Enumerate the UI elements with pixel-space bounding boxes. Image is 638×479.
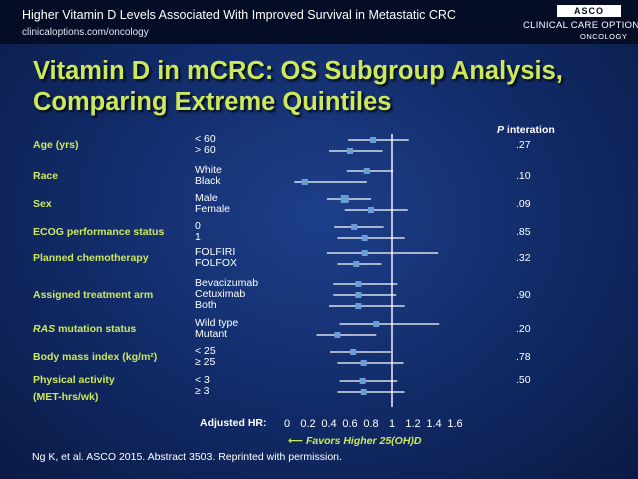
p-interaction-header: P interation xyxy=(497,124,555,136)
p-header-italic: P xyxy=(497,124,505,136)
x-tick-label: 1.4 xyxy=(426,418,441,430)
p-interaction-value: .10 xyxy=(516,170,531,182)
subgroup-label-line1: Physical activity xyxy=(33,374,115,386)
cco-logo-text: CLINICAL CARE OPTIONS xyxy=(523,20,638,31)
hr-marker xyxy=(361,235,368,241)
subgroup-label: Assigned treatment arm xyxy=(33,288,154,301)
subgroup-level-label: < 60 xyxy=(195,133,216,145)
p-interaction-value: .85 xyxy=(516,226,531,238)
hr-marker xyxy=(360,389,367,395)
hr-marker xyxy=(301,179,308,185)
p-interaction-value: .20 xyxy=(516,323,531,335)
slide-title: Vitamin D in mCRC: OS Subgroup Analysis,… xyxy=(33,57,563,116)
p-interaction-value: .27 xyxy=(516,139,531,151)
subgroup-level-label: ≥ 25 xyxy=(195,356,216,368)
subgroup-level-label: > 60 xyxy=(195,144,216,156)
hr-marker xyxy=(363,168,370,174)
p-interaction-value: .32 xyxy=(516,252,531,264)
header-url[interactable]: clinicaloptions.com/oncology xyxy=(22,27,149,38)
hr-marker xyxy=(353,261,360,267)
subgroup-label-line2: (MET-hrs/wk) xyxy=(33,391,99,403)
hr-marker xyxy=(347,148,353,154)
subgroup-level-label: Mutant xyxy=(195,328,228,340)
x-tick-label: 1.6 xyxy=(447,418,462,430)
subgroup-label-italic: RAS xyxy=(33,323,56,335)
subgroup-level-label: ≥ 3 xyxy=(195,385,210,397)
subgroup-level-label: Both xyxy=(195,299,217,311)
subgroup-level-label: 0 xyxy=(195,220,201,232)
favors-arrow-icon: ⟵ xyxy=(288,435,304,447)
subgroup-level-label: Bevacizumab xyxy=(195,277,259,289)
hr-marker xyxy=(351,224,358,230)
reference-citation: Ng K, et al. ASCO 2015. Abstract 3503. R… xyxy=(32,451,342,463)
subgroup-label: ECOG performance status xyxy=(33,226,165,238)
subgroup-level-label: Male xyxy=(195,192,218,204)
hr-marker xyxy=(355,303,362,309)
hr-marker xyxy=(373,321,380,327)
x-tick-label: 0.2 xyxy=(300,418,315,430)
hr-marker xyxy=(361,250,368,256)
x-tick-label: 0 xyxy=(284,418,290,430)
subgroup-label: Age (yrs) xyxy=(33,139,79,151)
subgroup-level-label: < 3 xyxy=(195,374,210,386)
x-tick-label: 0.8 xyxy=(363,418,378,430)
hr-marker xyxy=(355,292,362,298)
p-interaction-value: .09 xyxy=(516,198,531,210)
p-header-rest: interation xyxy=(504,124,555,136)
favors-label: ⟵ Favors Higher 25(OH)D xyxy=(288,435,422,447)
subgroup-label: Physical activity (MET-hrs/wk) xyxy=(33,374,115,404)
subgroup-level-label: FOLFOX xyxy=(195,257,238,269)
subgroup-level-label: Cetuximab xyxy=(195,288,246,300)
x-tick-label: 0.4 xyxy=(321,418,336,430)
hr-marker xyxy=(334,332,341,338)
subgroup-label: RAS mutation status xyxy=(33,323,136,336)
subgroup-label: Planned chemotherapy xyxy=(33,252,149,264)
subgroup-level-label: Wild type xyxy=(195,317,239,329)
favors-text: Favors Higher 25(OH)D xyxy=(305,435,422,447)
p-interaction-value: .90 xyxy=(516,288,531,301)
subgroup-level-label: FOLFIRI xyxy=(195,246,236,258)
hr-marker xyxy=(340,195,349,203)
subgroup-level-label: 1 xyxy=(195,231,201,243)
cco-logo-subtext: ONCOLOGY xyxy=(580,32,628,41)
hr-marker xyxy=(350,349,357,355)
hr-marker xyxy=(370,137,377,143)
hr-marker xyxy=(360,360,367,366)
subgroup-label: Sex xyxy=(33,198,52,210)
subgroup-label: Race xyxy=(33,170,59,182)
x-tick-label: 1 xyxy=(389,418,395,430)
subgroup-label: Body mass index (kg/m²) xyxy=(33,351,158,363)
p-interaction-value: .78 xyxy=(516,351,531,363)
x-tick-label: 0.6 xyxy=(342,418,357,430)
hr-marker xyxy=(368,207,374,213)
subgroup-level-label: Black xyxy=(195,175,221,187)
subgroup-level-label: White xyxy=(195,164,222,176)
header-bar: Higher Vitamin D Levels Associated With … xyxy=(0,0,638,44)
p-interaction-value: .50 xyxy=(516,374,531,386)
x-tick-label: 1.2 xyxy=(405,418,420,430)
header-title: Higher Vitamin D Levels Associated With … xyxy=(22,8,456,22)
subgroup-level-label: Female xyxy=(195,203,231,215)
subgroup-level-label: < 25 xyxy=(195,345,216,357)
asco-logo-badge: ASCO xyxy=(557,5,621,17)
subgroup-label-rest: mutation status xyxy=(55,323,137,335)
hr-marker xyxy=(359,378,366,384)
hr-marker xyxy=(355,281,362,287)
x-axis-title: Adjusted HR: xyxy=(200,417,267,429)
